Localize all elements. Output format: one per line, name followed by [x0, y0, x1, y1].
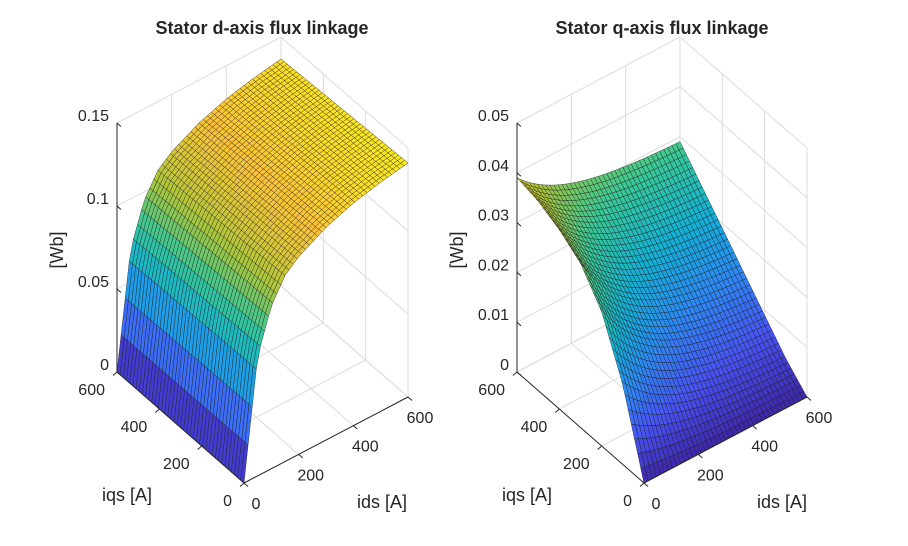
x-tick-mark-1	[698, 453, 703, 459]
y-tick-mark-1	[197, 445, 202, 450]
z-tick-label-5: 0.05	[478, 108, 509, 125]
axes: 0 200 400 600 0 200 400 600 0 0.01 0.02 0.03 0.04 0.0…	[478, 108, 833, 513]
y-tick-label-3: 600	[78, 382, 105, 399]
y-tick-mark-2	[155, 408, 160, 413]
z-tick-mark-1	[516, 321, 522, 327]
plot-title: Stator d-axis flux linkage	[155, 18, 368, 38]
wall-gridline-z-3	[679, 136, 808, 248]
x-tick-label-3: 600	[407, 410, 434, 427]
y-tick-label-0: 0	[223, 493, 232, 510]
x-tick-label-1: 200	[297, 467, 324, 484]
z-tick-label-3: 0.03	[478, 208, 509, 225]
y-tick-label-1: 200	[563, 456, 590, 473]
z-tick-label-0: 0	[100, 357, 109, 374]
x-tick-label-0: 0	[652, 496, 661, 513]
y-tick-label-2: 400	[521, 419, 548, 436]
x-tick-mark-3	[806, 396, 812, 401]
x-tick-label-1: 200	[697, 467, 724, 484]
y-tick-mark-3	[512, 371, 518, 376]
wall-gridline-z-5	[679, 36, 808, 149]
surface	[516, 141, 808, 484]
x-tick-label-3: 600	[806, 410, 833, 427]
z-tick-label-0: 0	[500, 357, 509, 374]
wall2-gridline-z-5	[516, 36, 681, 124]
z-tick-label-1: 0.01	[478, 307, 509, 324]
x-tick-label-0: 0	[252, 496, 261, 513]
y-tick-label-3: 600	[478, 382, 505, 399]
y-axis-line	[516, 371, 645, 484]
z-tick-mark-2	[516, 272, 522, 277]
z-axis-label: [Wb]	[47, 231, 67, 268]
x-tick-label-2: 400	[751, 439, 778, 456]
z-tick-mark-4	[516, 172, 522, 177]
wall2-gridline-z-4	[516, 86, 681, 174]
x-tick-mark-2	[353, 425, 358, 430]
axes: 0 200 400 600 0 200 400 600 0 0.05 0.1 0.15	[78, 108, 434, 513]
y-tick-label-0: 0	[623, 493, 632, 510]
x-tick-mark-3	[407, 396, 413, 401]
z-tick-label-3: 0.15	[78, 108, 109, 125]
z-tick-label-4: 0.04	[478, 158, 509, 175]
z-tick-label-1: 0.05	[78, 274, 109, 291]
y-tick-mark-3	[112, 371, 118, 376]
wall-gridline-z-3	[280, 36, 409, 149]
z-tick-label-2: 0.1	[87, 191, 109, 208]
x-axis-label: ids [A]	[357, 492, 407, 512]
plot-title: Stator q-axis flux linkage	[555, 18, 768, 38]
wall-gridline-z-4	[679, 86, 808, 199]
wall2-gridline-z-3	[116, 36, 282, 124]
y-tick-label-2: 400	[121, 419, 148, 436]
z-axis-label: [Wb]	[447, 231, 467, 268]
x-tick-mark-1	[298, 453, 303, 459]
y-tick-mark-0	[239, 482, 245, 487]
x-tick-mark-0	[243, 482, 249, 487]
z-tick-mark-5	[516, 122, 522, 127]
y-axis-label: iqs [A]	[502, 485, 552, 505]
y-tick-mark-0	[639, 482, 645, 487]
y-axis-label: iqs [A]	[102, 485, 152, 505]
z-tick-mark-0	[516, 371, 522, 376]
z-tick-mark-2	[116, 205, 122, 210]
z-tick-mark-1	[116, 288, 122, 293]
z-tick-mark-3	[116, 122, 122, 127]
wall-gridline-z-0	[280, 285, 409, 398]
x-tick-mark-2	[752, 425, 757, 430]
x-axis-line	[643, 396, 808, 484]
z-tick-label-2: 0.02	[478, 257, 509, 274]
z-tick-mark-3	[516, 222, 522, 227]
x-axis-line	[243, 396, 409, 484]
y-axis-line	[116, 371, 245, 484]
x-tick-mark-0	[643, 482, 649, 487]
y-tick-mark-2	[555, 408, 560, 413]
surface-plot-d-axis: Stator d-axis flux linkage 0 200 400 600 0 20…	[47, 18, 433, 513]
surface-plot-q-axis: Stator q-axis flux linkage 0 200 400 600 0 20…	[447, 18, 832, 513]
y-tick-mark-1	[597, 445, 602, 450]
x-axis-label: ids [A]	[757, 492, 807, 512]
y-tick-label-1: 200	[163, 456, 190, 473]
z-tick-mark-0	[116, 371, 122, 376]
x-tick-label-2: 400	[352, 439, 379, 456]
surface	[116, 58, 409, 484]
